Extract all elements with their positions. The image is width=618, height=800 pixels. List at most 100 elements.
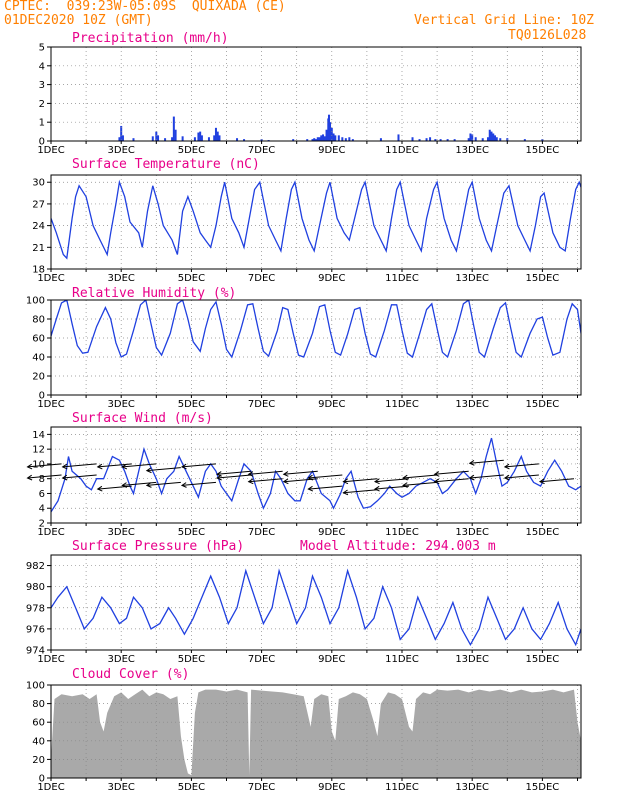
x-tick-label: 7DEC [248, 782, 275, 793]
x-tick-label: 9DEC [318, 273, 345, 284]
wind-arrow [503, 463, 539, 470]
precip-bar [200, 135, 203, 141]
panel-title: Surface Temperature (nC) [72, 157, 260, 172]
wind-arrow [538, 478, 575, 485]
x-tick-label: 1DEC [37, 782, 64, 793]
x-tick-label: 7DEC [248, 273, 275, 284]
precip-bar [379, 138, 382, 141]
x-tick-label: 7DEC [248, 399, 275, 410]
y-tick-label: 0 [39, 774, 45, 785]
wind-arrow [61, 463, 97, 470]
panel-frame [50, 554, 582, 651]
precip-bar [243, 139, 246, 141]
model-code: TQ0126L028 [508, 28, 587, 43]
series-line [51, 179, 581, 260]
precip-bar [486, 137, 489, 141]
x-tick-label: 13DEC [455, 654, 489, 665]
y-tick-label: 978 [26, 603, 45, 614]
x-tick-label: 11DEC [385, 527, 419, 538]
panel-title: Precipitation (mm/h) [72, 31, 229, 46]
wind-arrow [402, 481, 438, 488]
precip-bar [306, 139, 309, 141]
precip-bar [181, 136, 184, 141]
y-tick-label: 20 [32, 755, 45, 766]
precip-bar [214, 127, 217, 141]
y-tick-label: 60 [32, 718, 45, 729]
x-tick-label: 5DEC [178, 145, 205, 156]
x-tick-label: 1DEC [37, 273, 64, 284]
precip-bar [218, 135, 221, 141]
precip-bar [193, 137, 196, 141]
date-header: 01DEC2020 10Z (GMT) [4, 13, 153, 28]
y-tick-label: 24 [32, 221, 45, 232]
precip-bar [213, 135, 216, 141]
wind-arrow [61, 474, 97, 481]
precip-bar [344, 138, 347, 141]
x-tick-label: 1DEC [37, 654, 64, 665]
y-tick-label: 1 [39, 118, 45, 129]
wind-arrow [180, 481, 217, 488]
x-tick-label: 3DEC [108, 399, 135, 410]
precip-bar [171, 137, 174, 141]
y-tick-label: 5 [39, 43, 45, 54]
y-tick-label: 18 [32, 265, 45, 276]
station-header: CPTEC: 039:23W-05:09S QUIXADA (CE) [4, 0, 286, 14]
y-tick-label: 976 [26, 624, 45, 635]
x-tick-label: 3DEC [108, 145, 135, 156]
x-tick-label: 5DEC [178, 527, 205, 538]
y-tick-label: 40 [32, 736, 45, 747]
x-tick-label: 11DEC [385, 654, 419, 665]
precip-bar [474, 137, 477, 141]
wind-arrow [145, 481, 181, 488]
precip-bar [492, 133, 495, 141]
x-tick-label: 15DEC [526, 399, 560, 410]
precip-bar [397, 134, 400, 141]
precip-bar [174, 129, 177, 141]
precip-bar [490, 131, 493, 141]
wind-arrow [503, 474, 539, 481]
precip-bar [325, 129, 328, 141]
precip-bar [332, 133, 335, 141]
precip-bar [411, 137, 414, 141]
y-tick-label: 982 [26, 561, 45, 572]
precip-bar [216, 131, 219, 141]
x-tick-label: 3DEC [108, 782, 135, 793]
precip-bar [322, 134, 325, 141]
x-tick-label: 13DEC [455, 527, 489, 538]
series-line [51, 437, 581, 513]
precip-bar [541, 139, 544, 141]
y-tick-label: 80 [32, 699, 45, 710]
panel-title: Cloud Cover (%) [72, 667, 189, 682]
y-tick-label: 21 [32, 243, 45, 254]
precip-bar [467, 138, 470, 141]
panel-title: Surface Pressure (hPa) [72, 539, 244, 554]
precip-bar [313, 138, 316, 141]
y-tick-label: 0 [39, 391, 45, 402]
wind-arrow [373, 478, 410, 485]
precip-bar [207, 137, 210, 141]
y-tick-label: 30 [32, 178, 45, 189]
precip-bar [425, 138, 428, 141]
wind-arrow [468, 459, 504, 466]
precip-bar [453, 139, 456, 141]
cloud-cover-area [51, 689, 581, 778]
panel-frame [50, 46, 582, 142]
wind-arrow [216, 474, 252, 481]
precip-bar [341, 137, 344, 141]
precip-bar [446, 139, 449, 141]
wind-arrow [282, 470, 318, 477]
x-tick-label: 11DEC [385, 145, 419, 156]
precip-bar [499, 138, 502, 141]
x-tick-label: 15DEC [526, 782, 560, 793]
precip-bar [334, 135, 337, 141]
precip-bar [151, 136, 154, 141]
wind-arrow [402, 474, 438, 481]
precip-bar [164, 138, 167, 141]
precip-bar [329, 122, 332, 141]
x-tick-label: 15DEC [526, 273, 560, 284]
precip-bar [320, 135, 323, 141]
wind-arrow [145, 467, 181, 474]
x-tick-label: 13DEC [455, 399, 489, 410]
y-tick-label: 2 [39, 99, 45, 110]
panel-frame [50, 684, 582, 779]
